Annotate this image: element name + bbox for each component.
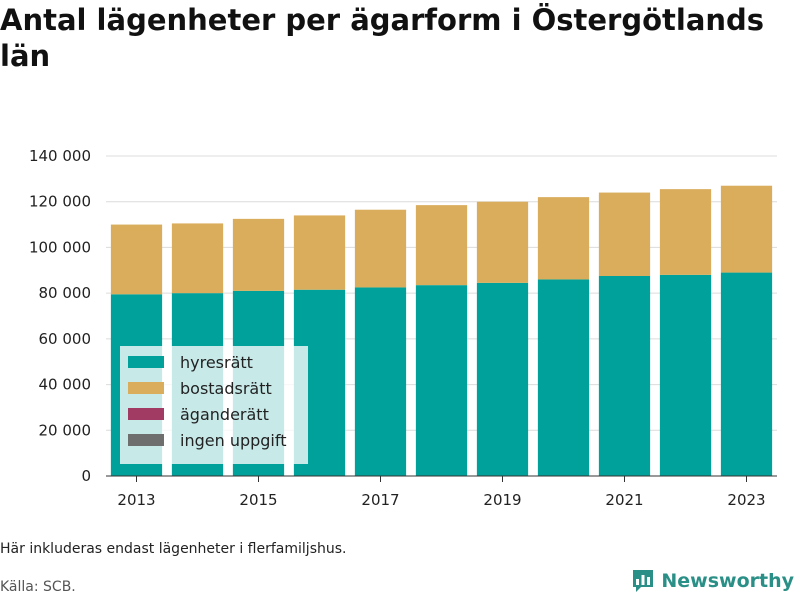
- bar-2019-bostadsrätt: [476, 201, 529, 283]
- y-tick-label: 120 000: [29, 193, 91, 211]
- newsworthy-chart-icon: [633, 570, 654, 592]
- y-tick-label: 80 000: [39, 284, 92, 302]
- bar-2015-bostadsrätt: [232, 218, 285, 291]
- bar-2023-bostadsrätt: [720, 185, 773, 273]
- bar-2018-bostadsrätt: [415, 205, 468, 286]
- bar-2020-hyresrätt: [537, 279, 590, 476]
- x-axis: 2013 2015 2017 2019 2021 2023: [106, 475, 777, 509]
- bar-2016-bostadsrätt: [293, 215, 346, 290]
- legend-label: bostadsrätt: [180, 379, 272, 398]
- footnote: Här inkluderas endast lägenheter i flerf…: [0, 541, 347, 557]
- brand-logo: Newsworthy: [631, 568, 794, 594]
- legend-label: ingen uppgift: [180, 431, 287, 450]
- x-tick-label: 2013: [117, 491, 155, 509]
- x-tick-label: 2023: [727, 491, 765, 509]
- bar-2021-bostadsrätt: [598, 192, 651, 276]
- brand-name: Newsworthy: [661, 570, 794, 592]
- source-text: Källa: SCB.: [0, 579, 76, 595]
- x-tick-label: 2019: [483, 491, 521, 509]
- bar-2020-bostadsrätt: [537, 197, 590, 280]
- bar-2017-hyresrätt: [354, 287, 407, 476]
- y-tick-label: 20 000: [39, 421, 92, 439]
- stacked-bar-chart: 0 20 000 40 000 60 000 80 000 100 000 120 000 1…: [29, 147, 777, 509]
- legend-label: äganderätt: [180, 405, 269, 424]
- legend-swatch: [128, 356, 164, 368]
- legend-swatch: [128, 382, 164, 394]
- bars: [110, 185, 773, 476]
- bar-2017-bostadsrätt: [354, 209, 407, 288]
- legend: hyresrätt bostadsrätt äganderätt ingen uppg…: [120, 346, 308, 464]
- bar-2021-hyresrätt: [598, 276, 651, 476]
- legend-swatch: [128, 408, 164, 420]
- y-tick-label: 0: [81, 467, 91, 485]
- bar-2018-hyresrätt: [415, 285, 468, 476]
- y-tick-label: 40 000: [39, 376, 92, 394]
- legend-swatch: [128, 434, 164, 446]
- x-tick-label: 2017: [361, 491, 399, 509]
- bar-2014-bostadsrätt: [171, 223, 224, 294]
- y-tick-label: 140 000: [29, 147, 91, 165]
- y-axis: 0 20 000 40 000 60 000 80 000 100 000 120 000 1…: [29, 147, 91, 485]
- bar-2013-bostadsrätt: [110, 224, 163, 295]
- bar-2023-hyresrätt: [720, 272, 773, 476]
- y-tick-label: 60 000: [39, 330, 92, 348]
- chart-title: Antal lägenheter per ägarform i Östergöt…: [0, 3, 765, 73]
- legend-label: hyresrätt: [180, 353, 253, 372]
- x-tick-label: 2021: [605, 491, 643, 509]
- y-tick-label: 100 000: [29, 238, 91, 256]
- bar-2022-hyresrätt: [659, 274, 712, 476]
- bar-2019-hyresrätt: [476, 282, 529, 476]
- bar-2022-bostadsrätt: [659, 189, 712, 275]
- x-tick-label: 2015: [239, 491, 277, 509]
